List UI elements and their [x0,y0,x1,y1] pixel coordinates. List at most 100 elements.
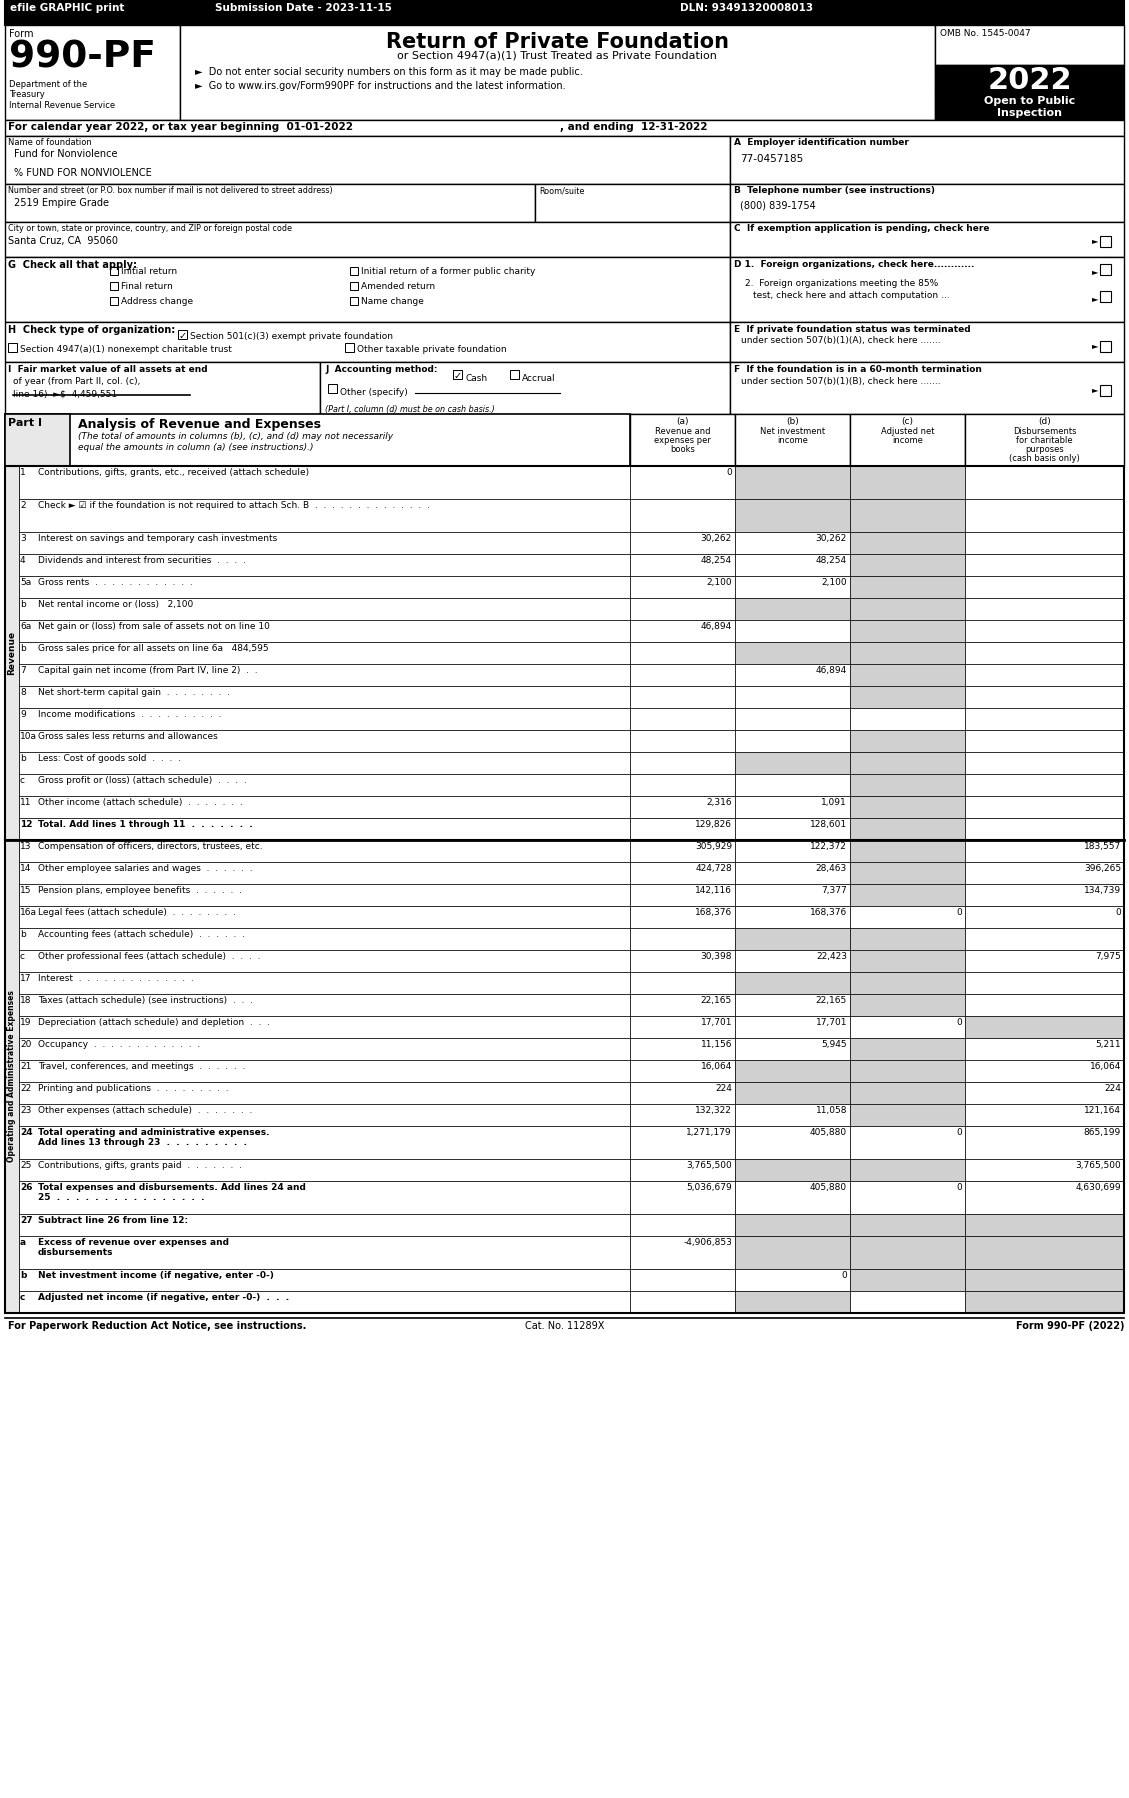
Bar [735,973,850,994]
Bar [630,949,735,973]
Bar [630,1037,735,1061]
Text: Initial return: Initial return [121,266,177,277]
Text: line 16)  ►$  4,459,551: line 16) ►$ 4,459,551 [14,388,117,397]
Bar [850,414,965,466]
Bar [19,885,630,906]
Text: DLN: 93491320008013: DLN: 93491320008013 [680,4,813,13]
Text: ►: ► [1092,342,1099,351]
Text: 17,701: 17,701 [700,1018,732,1027]
Bar [730,137,1124,183]
Text: Number and street (or P.O. box number if mail is not delivered to street address: Number and street (or P.O. box number if… [8,185,333,194]
Bar [735,861,850,885]
Text: 27: 27 [20,1215,33,1224]
Bar [850,575,965,599]
Bar [735,818,850,840]
Text: Travel, conferences, and meetings  .  .  .  .  .  .: Travel, conferences, and meetings . . . … [38,1063,245,1072]
Text: Pension plans, employee benefits  .  .  .  .  .  .: Pension plans, employee benefits . . . .… [38,886,242,895]
Text: City or town, state or province, country, and ZIP or foreign postal code: City or town, state or province, country… [8,225,292,234]
Bar [19,599,630,620]
Bar [630,1104,735,1126]
Bar [965,1104,1124,1126]
Text: 46,894: 46,894 [816,665,847,674]
Bar [630,663,735,687]
Bar [965,730,1124,752]
Text: Gross profit or (loss) (attach schedule)  .  .  .  .: Gross profit or (loss) (attach schedule)… [38,777,247,786]
Bar [965,1016,1124,1037]
Bar [735,773,850,797]
Text: 7: 7 [20,665,26,674]
Text: Other (specify): Other (specify) [340,388,408,397]
Bar [350,282,358,289]
Bar [5,183,535,221]
Bar [850,861,965,885]
Text: 424,728: 424,728 [695,865,732,874]
Bar [735,663,850,687]
Text: Name change: Name change [361,297,423,306]
Bar [19,1104,630,1126]
Bar [19,994,630,1016]
Text: Less: Cost of goods sold  .  .  .  .: Less: Cost of goods sold . . . . [38,753,181,762]
Bar [965,1214,1124,1235]
Text: b: b [20,753,26,762]
Bar [5,322,730,361]
Text: Cash: Cash [465,374,487,383]
Bar [630,1160,735,1181]
Text: 14: 14 [20,865,32,874]
Text: expenses per: expenses per [654,435,711,444]
Bar [735,532,850,554]
Text: (c): (c) [901,417,913,426]
Bar [965,1061,1124,1082]
Bar [19,1160,630,1181]
Text: Income modifications  .  .  .  .  .  .  .  .  .  .: Income modifications . . . . . . . . . . [38,710,221,719]
Bar [19,1082,630,1104]
Bar [735,949,850,973]
Text: For calendar year 2022, or tax year beginning  01-01-2022: For calendar year 2022, or tax year begi… [8,122,353,131]
Text: c: c [20,951,25,960]
Bar [19,730,630,752]
Text: 22,165: 22,165 [816,996,847,1005]
Text: 3,765,500: 3,765,500 [1075,1162,1121,1170]
Text: Return of Private Foundation: Return of Private Foundation [385,32,728,52]
Bar [850,818,965,840]
Text: efile GRAPHIC print: efile GRAPHIC print [10,4,124,13]
Text: Net short-term capital gain  .  .  .  .  .  .  .  .: Net short-term capital gain . . . . . . … [38,689,230,698]
Text: 30,262: 30,262 [701,534,732,543]
Text: Legal fees (attach schedule)  .  .  .  .  .  .  .  .: Legal fees (attach schedule) . . . . . .… [38,908,236,917]
Text: Form: Form [9,29,34,40]
Bar [19,1061,630,1082]
Bar [630,906,735,928]
Bar [965,1269,1124,1291]
Bar [19,752,630,773]
Bar [735,797,850,818]
Bar [730,322,1124,361]
Text: Check ► ☑ if the foundation is not required to attach Sch. B  .  .  .  .  .  .  : Check ► ☑ if the foundation is not requi… [38,502,430,511]
Bar [630,973,735,994]
Bar [630,730,735,752]
Text: Department of the
Treasury
Internal Revenue Service: Department of the Treasury Internal Reve… [9,79,115,110]
Bar [850,1037,965,1061]
Text: (The total of amounts in columns (b), (c), and (d) may not necessarily: (The total of amounts in columns (b), (c… [78,432,393,441]
Bar [350,266,358,275]
Bar [965,620,1124,642]
Bar [965,708,1124,730]
Text: 12: 12 [20,820,33,829]
Bar [735,928,850,949]
Bar [965,885,1124,906]
Text: Cat. No. 11289X: Cat. No. 11289X [525,1322,604,1331]
Bar [735,1214,850,1235]
Bar [850,1061,965,1082]
Text: 4,630,699: 4,630,699 [1076,1183,1121,1192]
Bar [935,25,1124,65]
Text: 8: 8 [20,689,26,698]
Bar [965,554,1124,575]
Bar [19,818,630,840]
Bar [630,885,735,906]
Text: 0: 0 [1115,908,1121,917]
Bar [630,708,735,730]
Bar [5,0,1124,25]
Text: 0: 0 [726,467,732,476]
Bar [850,1181,965,1214]
Bar [1100,291,1111,302]
Text: b: b [20,601,26,610]
Bar [19,1291,630,1313]
